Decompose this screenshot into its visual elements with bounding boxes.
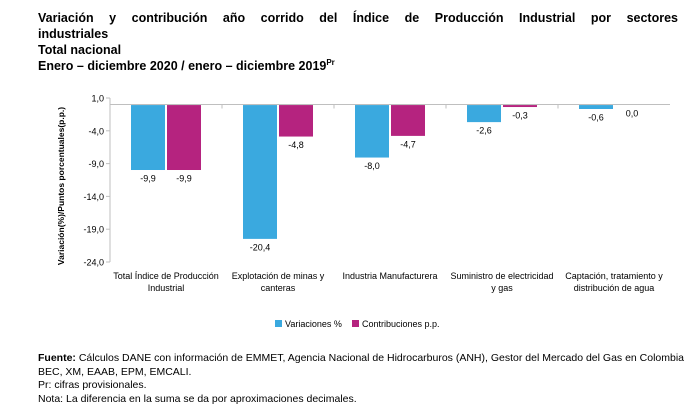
category-label: Explotación de minas y — [232, 271, 325, 281]
y-tick-label: -14,0 — [83, 192, 104, 202]
legend-swatch — [352, 320, 359, 327]
y-axis-title: Variación(%)/Puntos porcentuales(p.p.) — [56, 107, 66, 265]
chart-data-labels: -9,9 -9,9 -20,4 -4,8 -8,0 -4,7 -2,6 -0,3 -0,6 0,0 — [140, 109, 638, 253]
data-label: -2,6 — [476, 126, 492, 136]
source-note: Fuente: Cálculos DANE con información de… — [38, 352, 688, 379]
legend-swatch — [275, 320, 282, 327]
category-label: Suministro de electricidad — [450, 271, 553, 281]
data-label: -20,4 — [250, 242, 271, 252]
chart-notes: Fuente: Cálculos DANE con información de… — [38, 352, 688, 406]
bar-variacion — [243, 105, 277, 239]
category-label: canteras — [261, 283, 296, 293]
source-label: Fuente: — [38, 352, 76, 364]
bar-contribucion — [279, 105, 313, 137]
y-tick-label: -4,0 — [88, 126, 104, 136]
category-label: y gas — [491, 283, 513, 293]
category-label: Industria Manufacturera — [342, 271, 437, 281]
chart-title: Variación y contribución año corrido del… — [38, 11, 678, 25]
data-label: -9,9 — [140, 174, 156, 184]
legend-label: Variaciones % — [285, 319, 342, 329]
chart-title-block: Variación y contribución año corrido del… — [38, 10, 678, 74]
chart-period-sup: Pr — [326, 57, 335, 67]
legend-label: Contribuciones p.p. — [362, 319, 440, 329]
data-label: -0,6 — [588, 112, 604, 122]
bar-variacion — [579, 105, 613, 109]
chart-period: Enero – diciembre 2020 / enero – diciemb… — [38, 58, 678, 74]
data-label: -4,8 — [288, 140, 304, 150]
data-label: -8,0 — [364, 161, 380, 171]
chart-title-continued: industriales — [38, 27, 109, 41]
data-label: -9,9 — [176, 174, 192, 184]
chart-legend: Variaciones % Contribuciones p.p. — [275, 319, 440, 329]
y-tick-label: 1,0 — [91, 94, 104, 104]
category-label: Captación, tratamiento y — [565, 271, 663, 281]
data-label: 0,0 — [626, 109, 639, 119]
chart-period-text: Enero – diciembre 2020 / enero – diciemb… — [38, 59, 327, 73]
y-tick-label: -9,0 — [88, 159, 104, 169]
category-label: distribución de agua — [574, 283, 655, 293]
provisional-note: Pr: cifras provisionales. — [38, 379, 147, 391]
data-label: -0,3 — [512, 111, 528, 121]
bar-variacion — [131, 105, 165, 171]
y-tick-label: -19,0 — [83, 225, 104, 235]
chart-axes: 1,0 -4,0 -9,0 -14,0 -19,0 -24,0 Variación(%)/P… — [56, 94, 670, 268]
rounding-note: Nota: La diferencia en la suma se da por… — [38, 392, 357, 405]
bar-variacion — [355, 105, 389, 158]
category-label: Industrial — [148, 283, 185, 293]
category-label: Total Índice de Producción — [113, 271, 219, 281]
bar-contribucion — [391, 105, 425, 136]
bar-contribucion — [167, 105, 201, 171]
chart-bars — [131, 105, 613, 239]
bar-variacion — [467, 105, 501, 123]
chart-subtitle: Total nacional — [38, 43, 122, 57]
bar-chart: 1,0 -4,0 -9,0 -14,0 -19,0 -24,0 Variación(%)/P… — [56, 94, 670, 329]
y-tick-label: -24,0 — [83, 258, 104, 268]
chart-category-labels: Total Índice de Producción Industrial Expl… — [113, 271, 663, 293]
data-label: -4,7 — [400, 139, 416, 149]
source-text: Cálculos DANE con información de EMMET, … — [38, 352, 685, 378]
bar-contribucion — [503, 105, 537, 108]
